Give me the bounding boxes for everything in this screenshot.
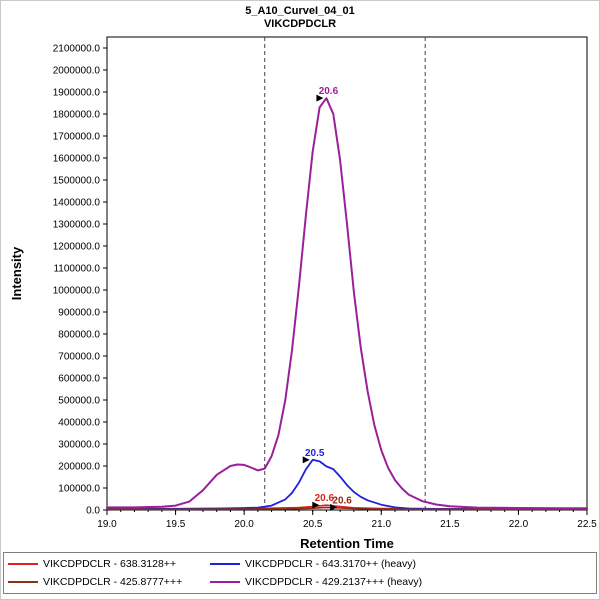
legend-swatch bbox=[210, 581, 240, 583]
plot-frame bbox=[106, 36, 588, 511]
legend-item: VIKCDPDCLR - 425.8777+++ bbox=[8, 575, 210, 589]
y-tick-label: 1900000.0 bbox=[53, 88, 101, 99]
y-tick-label: 2100000.0 bbox=[53, 44, 101, 55]
y-tick-label: 600000.0 bbox=[58, 374, 100, 385]
x-tick-label: 22.0 bbox=[509, 519, 529, 530]
y-tick-label: 100000.0 bbox=[58, 484, 100, 495]
y-tick-label: 1800000.0 bbox=[53, 110, 101, 121]
legend-swatch bbox=[8, 563, 38, 565]
series-precursor-heavy bbox=[106, 458, 588, 511]
y-tick-label: 1000000.0 bbox=[53, 286, 101, 297]
y-tick-label: 200000.0 bbox=[58, 462, 100, 473]
x-tick-label: 21.5 bbox=[440, 519, 460, 530]
legend-item: VIKCDPDCLR - 638.3128++ bbox=[8, 557, 210, 571]
legend-label: VIKCDPDCLR - 638.3128++ bbox=[43, 558, 177, 570]
x-axis-label: Retention Time bbox=[300, 536, 394, 550]
x-tick-label: 21.0 bbox=[372, 519, 392, 530]
y-tick-label: 2000000.0 bbox=[53, 66, 101, 77]
y-tick-label: 1200000.0 bbox=[53, 242, 101, 253]
peak-arrow-icon bbox=[312, 501, 320, 509]
title-block: 5_A10_CurveI_04_01 VIKCDPDCLR bbox=[1, 5, 599, 31]
y-tick-label: 800000.0 bbox=[58, 330, 100, 341]
peak-label[interactable]: 20.6 bbox=[332, 495, 352, 506]
chart-title: 5_A10_CurveI_04_01 bbox=[245, 5, 355, 17]
legend-label: VIKCDPDCLR - 425.8777+++ bbox=[43, 576, 183, 588]
series-triple-light bbox=[106, 506, 588, 511]
y-tick-label: 1600000.0 bbox=[53, 154, 101, 165]
peak-arrow-icon bbox=[330, 503, 338, 511]
y-tick-label: 300000.0 bbox=[58, 440, 100, 451]
legend-item: VIKCDPDCLR - 643.3170++ (heavy) bbox=[210, 557, 592, 571]
y-tick-label: 400000.0 bbox=[58, 418, 100, 429]
x-tick-label: 20.0 bbox=[234, 519, 254, 530]
x-tick-label: 19.5 bbox=[166, 519, 186, 530]
legend-label: VIKCDPDCLR - 429.2137+++ (heavy) bbox=[245, 576, 423, 588]
x-tick-label: 20.5 bbox=[303, 519, 323, 530]
chromatogram-plot: 0.0 100000.0 200000.0 300000.0 400000.0 50000… bbox=[9, 36, 597, 550]
legend-item: VIKCDPDCLR - 429.2137+++ (heavy) bbox=[210, 575, 592, 589]
y-tick-label: 700000.0 bbox=[58, 352, 100, 363]
y-tick-label: 500000.0 bbox=[58, 396, 100, 407]
legend-swatch bbox=[8, 581, 38, 583]
y-tick-label: 1500000.0 bbox=[53, 176, 101, 187]
peak-arrow-icon bbox=[302, 456, 310, 464]
x-tick-label: 19.0 bbox=[97, 519, 117, 530]
y-tick-label: 1100000.0 bbox=[53, 264, 100, 275]
y-tick-label: 900000.0 bbox=[58, 308, 100, 319]
y-tick-label: 1400000.0 bbox=[53, 198, 101, 209]
y-axis-label: Intensity bbox=[9, 246, 24, 300]
legend-swatch bbox=[210, 563, 240, 565]
y-tick-label: 1700000.0 bbox=[53, 132, 101, 143]
peak-label[interactable]: 20.5 bbox=[305, 448, 325, 459]
legend: VIKCDPDCLR - 638.3128++ VIKCDPDCLR - 643.… bbox=[3, 552, 597, 594]
y-tick-label: 1300000.0 bbox=[53, 220, 101, 231]
y-tick-label: 0.0 bbox=[86, 506, 100, 517]
peak-label[interactable]: 20.6 bbox=[319, 86, 339, 97]
peak-arrow-icon bbox=[316, 94, 324, 102]
legend-label: VIKCDPDCLR - 643.3170++ (heavy) bbox=[245, 558, 416, 570]
x-tick-label: 22.5 bbox=[577, 519, 597, 530]
series-triple-heavy bbox=[106, 97, 588, 510]
peak-label[interactable]: 20.6 bbox=[315, 493, 335, 504]
chart-subtitle: VIKCDPDCLR bbox=[263, 18, 337, 30]
